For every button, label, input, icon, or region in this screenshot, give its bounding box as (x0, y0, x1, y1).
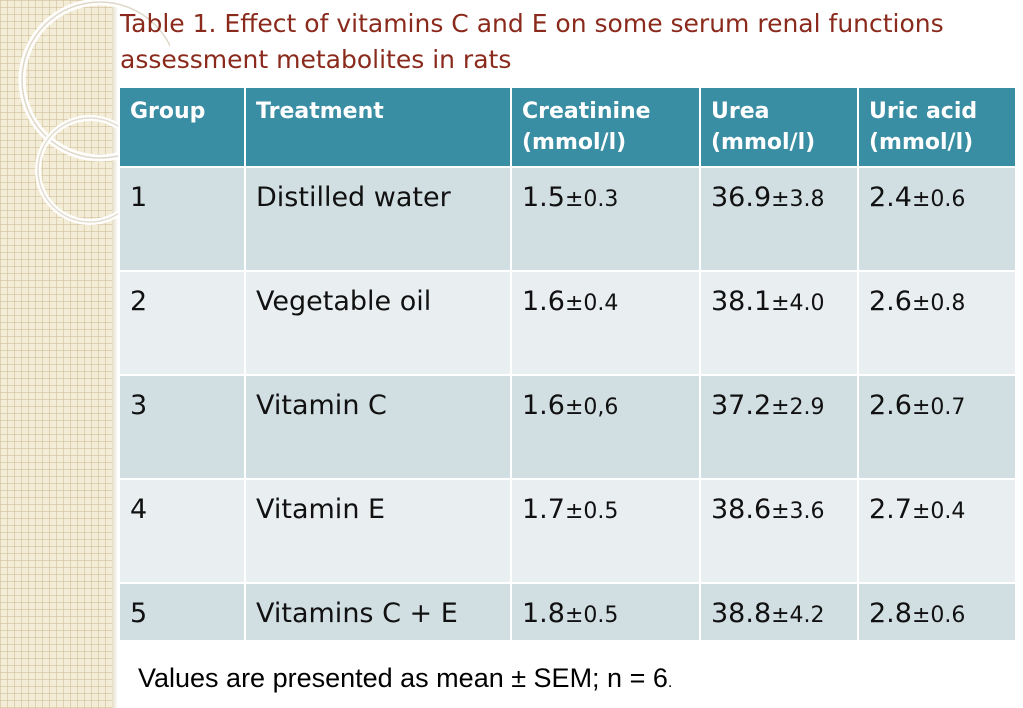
cell-treatment: Vitamins C + E (244, 582, 512, 642)
uric-acid-mean: 2.4 (869, 182, 912, 213)
creatinine-sem: ±0.4 (564, 291, 619, 316)
creatinine-sem: ±0.5 (564, 499, 619, 524)
urea-mean: 38.6 (711, 494, 772, 525)
cell-group: 5 (118, 582, 246, 642)
header-row: Group Treatment Creatinine (mmol/l) Urea (… (118, 86, 1017, 168)
header-uric-acid: Uric acid (mmol/l) (857, 86, 1017, 168)
urea-sem: ±4.0 (771, 291, 825, 316)
header-group-label: Group (130, 99, 206, 124)
header-creatinine: Creatinine (mmol/l) (510, 86, 701, 168)
creatinine-mean: 1.7 (522, 494, 565, 525)
cell-creatinine: 1.5±0.3 (510, 166, 701, 272)
results-table: Group Treatment Creatinine (mmol/l) Urea (… (118, 86, 1017, 642)
uric-acid-sem: ±0.8 (911, 291, 966, 316)
cell-group: 1 (118, 166, 246, 272)
cell-creatinine: 1.6±0.4 (510, 270, 701, 376)
header-creatinine-unit: (mmol/l) (522, 130, 627, 155)
cell-group: 4 (118, 478, 246, 584)
page-title: Table 1. Effect of vitamins C and E on s… (120, 9, 944, 74)
header-urea: Urea (mmol/l) (699, 86, 859, 168)
cell-urea: 38.1±4.0 (699, 270, 859, 376)
cell-urea: 38.6±3.6 (699, 478, 859, 584)
urea-sem: ±3.8 (771, 187, 825, 212)
creatinine-mean: 1.6 (522, 390, 565, 421)
header-treatment-label: Treatment (256, 99, 384, 124)
urea-mean: 38.8 (711, 598, 772, 629)
table-row: 2 Vegetable oil 1.6±0.4 38.1±4.0 2.6±0.8 (118, 270, 1017, 376)
table-row: 5 Vitamins C + E 1.8±0.5 38.8±4.2 2.8±0.… (118, 582, 1017, 642)
urea-mean: 37.2 (711, 390, 772, 421)
urea-sem: ±3.6 (771, 499, 825, 524)
cell-uric-acid: 2.7±0.4 (857, 478, 1017, 584)
cell-uric-acid: 2.4±0.6 (857, 166, 1017, 272)
urea-mean: 38.1 (711, 286, 772, 317)
uric-acid-sem: ±0.6 (911, 603, 966, 628)
table-row: 4 Vitamin E 1.7±0.5 38.6±3.6 2.7±0.4 (118, 478, 1017, 584)
cell-uric-acid: 2.8±0.6 (857, 582, 1017, 642)
uric-acid-sem: ±0.7 (911, 395, 966, 420)
uric-acid-mean: 2.6 (869, 390, 912, 421)
uric-acid-sem: ±0.4 (911, 499, 966, 524)
urea-sem: ±2.9 (771, 395, 825, 420)
creatinine-mean: 1.5 (522, 182, 565, 213)
cell-creatinine: 1.6±0,6 (510, 374, 701, 480)
header-urea-unit: (mmol/l) (711, 130, 816, 155)
header-uric-acid-label: Uric acid (869, 99, 978, 124)
footnote-period: . (667, 674, 673, 691)
urea-mean: 36.9 (711, 182, 772, 213)
creatinine-mean: 1.6 (522, 286, 565, 317)
uric-acid-mean: 2.7 (869, 494, 912, 525)
cell-group: 2 (118, 270, 246, 376)
cell-urea: 38.8±4.2 (699, 582, 859, 642)
uric-acid-mean: 2.6 (869, 286, 912, 317)
creatinine-mean: 1.8 (522, 598, 565, 629)
header-treatment: Treatment (244, 86, 512, 168)
header-creatinine-label: Creatinine (522, 99, 651, 124)
header-urea-label: Urea (711, 99, 770, 124)
cell-urea: 36.9±3.8 (699, 166, 859, 272)
table-row: 1 Distilled water 1.5±0.3 36.9±3.8 2.4±0… (118, 166, 1017, 272)
footnote-text: Values are presented as mean ± SEM; n = … (138, 663, 668, 693)
creatinine-sem: ±0.5 (564, 603, 619, 628)
table-row: 3 Vitamin C 1.6±0,6 37.2±2.9 2.6±0.7 (118, 374, 1017, 480)
decorative-strip-edge (112, 0, 118, 708)
cell-treatment: Vegetable oil (244, 270, 512, 376)
creatinine-sem: ±0.3 (564, 187, 619, 212)
cell-creatinine: 1.7±0.5 (510, 478, 701, 584)
cell-treatment: Vitamin E (244, 478, 512, 584)
cell-creatinine: 1.8±0.5 (510, 582, 701, 642)
cell-urea: 37.2±2.9 (699, 374, 859, 480)
cell-uric-acid: 2.6±0.7 (857, 374, 1017, 480)
uric-acid-mean: 2.8 (869, 598, 912, 629)
creatinine-sem: ±0,6 (564, 395, 619, 420)
urea-sem: ±4.2 (771, 603, 825, 628)
cell-uric-acid: 2.6±0.8 (857, 270, 1017, 376)
uric-acid-sem: ±0.6 (911, 187, 966, 212)
cell-treatment: Vitamin C (244, 374, 512, 480)
header-uric-acid-unit: (mmol/l) (869, 130, 974, 155)
header-group: Group (118, 86, 246, 168)
cell-group: 3 (118, 374, 246, 480)
cell-treatment: Distilled water (244, 166, 512, 272)
table-footnote: Values are presented as mean ± SEM; n = … (138, 663, 672, 694)
